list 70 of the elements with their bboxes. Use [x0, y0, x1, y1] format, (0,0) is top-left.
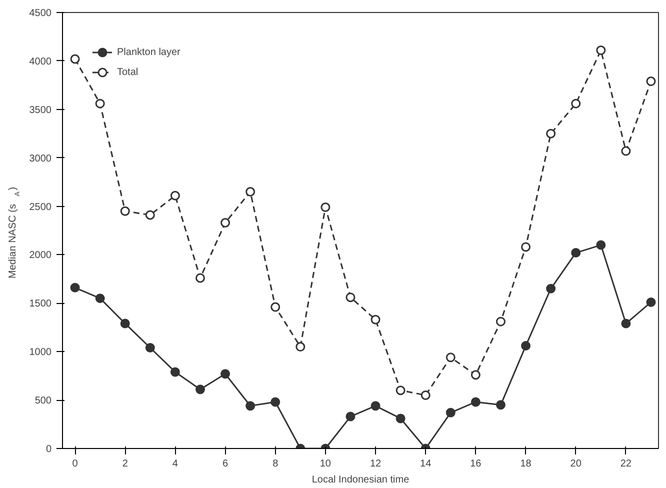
- x-tick-label: 10: [320, 458, 332, 470]
- point: [546, 128, 556, 138]
- point: [470, 397, 480, 407]
- point: [646, 297, 656, 307]
- y-tick-label: 3000: [29, 153, 52, 164]
- legend-label: Plankton layer: [117, 46, 180, 58]
- y-tick-label: 2500: [29, 202, 52, 213]
- point: [446, 408, 456, 418]
- point: [370, 401, 380, 411]
- point: [320, 202, 330, 212]
- point: [446, 352, 456, 362]
- point: [270, 302, 280, 312]
- x-tick-label: 22: [620, 458, 632, 470]
- point: [470, 370, 480, 380]
- point: [120, 206, 130, 216]
- x-tick-label: 6: [222, 458, 228, 470]
- x-tick-label: 8: [272, 458, 279, 470]
- y-tick-label: 4500: [29, 8, 52, 19]
- point: [621, 146, 631, 156]
- point: [521, 242, 531, 252]
- point: [496, 316, 506, 326]
- y-tick-label: 0: [46, 444, 52, 455]
- x-tick-label: 18: [520, 458, 532, 470]
- y-tick-label: 1500: [29, 298, 52, 310]
- x-tick-label: 0: [72, 458, 78, 470]
- x-tick-label: 20: [570, 458, 582, 470]
- point: [346, 292, 356, 302]
- point: [496, 400, 506, 410]
- legend-label: Total: [117, 66, 138, 78]
- y-tick-label: 4000: [29, 56, 52, 68]
- y-tick-label: 2000: [29, 250, 52, 262]
- point: [621, 318, 631, 328]
- y-tick-label: 500: [34, 396, 52, 407]
- point: [521, 341, 531, 351]
- point: [396, 386, 406, 396]
- point: [296, 342, 306, 352]
- point: [95, 98, 105, 108]
- point: [420, 390, 430, 400]
- point: [195, 273, 205, 283]
- y-tick-label: 1000: [29, 347, 52, 358]
- point: [571, 98, 581, 108]
- point: [346, 412, 356, 422]
- point: [246, 401, 256, 411]
- x-tick-label: 12: [370, 458, 382, 470]
- point: [646, 76, 656, 86]
- x-axis-title: Local Indonesian time: [312, 474, 410, 486]
- point: [596, 240, 606, 250]
- x-tick-label: 14: [420, 458, 432, 470]
- point: [120, 318, 130, 328]
- point: [170, 367, 180, 377]
- point: [170, 190, 180, 200]
- point: [145, 210, 155, 220]
- point: [95, 294, 105, 304]
- point: [546, 284, 556, 294]
- y-tick-label: 3500: [29, 104, 52, 116]
- point: [70, 54, 80, 64]
- point: [571, 248, 581, 258]
- point: [246, 187, 256, 196]
- point: [220, 369, 230, 379]
- point: [270, 397, 280, 407]
- point: [596, 46, 606, 56]
- x-tick-label: 2: [122, 458, 128, 470]
- x-tick-label: 16: [470, 458, 482, 470]
- point: [70, 282, 80, 292]
- point: [195, 384, 205, 394]
- point: [145, 342, 155, 352]
- point: [370, 314, 380, 324]
- point: [220, 218, 230, 228]
- x-tick-label: 4: [172, 458, 178, 470]
- point: [396, 414, 406, 424]
